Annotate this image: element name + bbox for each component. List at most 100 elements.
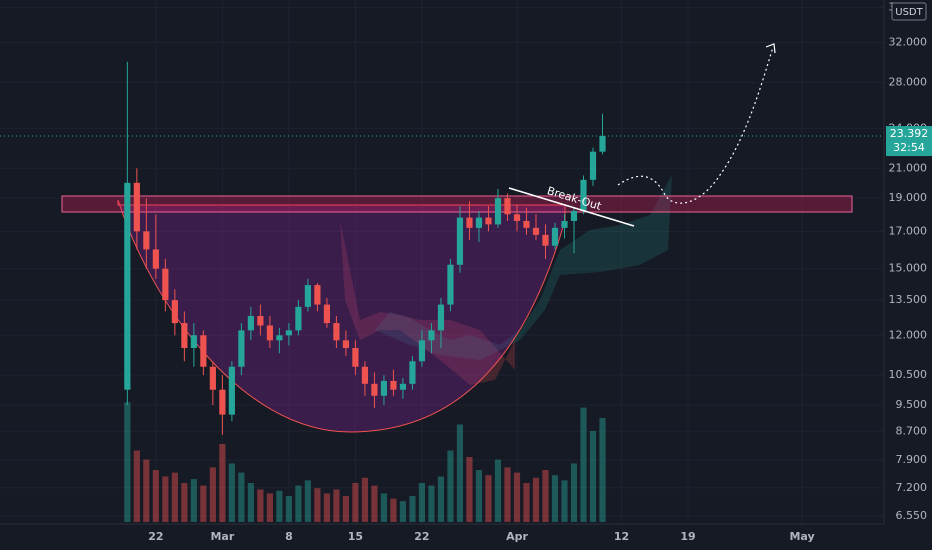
volume-bar xyxy=(209,467,216,522)
candle-body xyxy=(209,366,216,390)
y-tick-label: 32.000 xyxy=(889,36,928,49)
volume-bar xyxy=(475,470,483,522)
x-tick-label: 22 xyxy=(148,530,163,543)
candle-body xyxy=(124,182,131,390)
candle-body xyxy=(190,335,197,349)
candle-body xyxy=(152,249,159,269)
volume-bar xyxy=(361,477,369,522)
cloud-bull xyxy=(375,175,672,360)
unit-label: USDT xyxy=(895,7,923,18)
candle-body xyxy=(361,366,369,384)
y-tick-label: 9.500 xyxy=(896,398,928,411)
volume-bar xyxy=(323,493,330,522)
candle-body xyxy=(456,217,464,265)
candle-body xyxy=(133,182,140,232)
candle-body xyxy=(219,389,226,415)
volume-bar xyxy=(285,496,292,522)
volume-bar xyxy=(542,470,549,522)
volume-bar xyxy=(257,489,264,522)
volume-bar xyxy=(304,480,311,522)
volume-bar xyxy=(580,407,587,522)
candle-body xyxy=(409,361,416,384)
candle-body xyxy=(238,330,245,367)
candle-body xyxy=(475,217,483,228)
candle-body xyxy=(257,316,264,326)
candle-body xyxy=(285,330,292,336)
volume-bar xyxy=(152,470,159,522)
candle-body xyxy=(532,227,540,235)
last-price-label: 23.392 xyxy=(890,127,929,140)
volume-bar xyxy=(418,483,426,522)
x-tick-label: 12 xyxy=(614,530,629,543)
volume-bar xyxy=(162,476,169,522)
volume-bar xyxy=(504,467,511,522)
y-tick-label: 10.500 xyxy=(889,368,928,381)
y-tick-label: 7.900 xyxy=(896,453,928,466)
candle-body xyxy=(162,268,169,301)
y-tick-label: 28.000 xyxy=(889,75,928,88)
volume-bar xyxy=(599,418,606,522)
candle-body xyxy=(200,335,207,367)
x-tick-label: Mar xyxy=(210,530,234,543)
volume-bar xyxy=(238,472,245,522)
y-tick-label: 6.550 xyxy=(896,509,928,522)
candle-body xyxy=(466,217,473,228)
candle-body xyxy=(447,264,454,305)
axis-labels: 6.550 7.200 7.900 8.700 9.500 10.500 12.000 13.… xyxy=(148,0,927,543)
candle-body xyxy=(570,210,578,221)
price-axis xyxy=(884,0,932,550)
volume-bar xyxy=(314,488,321,522)
volume-bar xyxy=(513,472,521,522)
candle-body xyxy=(542,234,549,246)
volume-bar xyxy=(276,490,283,522)
volume-bar xyxy=(200,485,207,522)
candle-body xyxy=(323,304,330,324)
time-axis xyxy=(0,524,932,550)
y-tick-label: 17.000 xyxy=(889,224,928,237)
countdown: 32:54 xyxy=(893,141,925,154)
volume-bar xyxy=(428,485,435,522)
x-tick-label: Apr xyxy=(506,530,528,543)
volume-bar xyxy=(437,476,445,522)
y-tick-label: 8.700 xyxy=(896,424,928,437)
candle-body xyxy=(342,340,350,349)
volume-bar xyxy=(133,450,140,522)
volume-bar xyxy=(570,463,578,522)
candle-body xyxy=(399,383,407,390)
candle-body xyxy=(523,220,530,228)
volume-bar xyxy=(466,457,473,522)
cloud-bear xyxy=(340,220,515,385)
candle-body xyxy=(276,335,283,341)
x-tick-label: 22 xyxy=(414,530,429,543)
volume-bar xyxy=(447,450,454,522)
y-tick-label: 7.200 xyxy=(896,481,928,494)
volume-bar xyxy=(190,479,197,522)
candle-body xyxy=(228,366,235,415)
candle-body xyxy=(418,340,426,362)
volume-bar xyxy=(551,475,559,522)
volume-bar xyxy=(295,485,302,522)
volume-bar xyxy=(409,496,416,522)
x-tick-label: 19 xyxy=(680,530,695,543)
volume-bar xyxy=(390,498,397,522)
y-tick-label: 13.500 xyxy=(889,293,928,306)
candle-body xyxy=(371,383,378,396)
volume-bar xyxy=(371,485,378,522)
volume-bar xyxy=(228,463,235,522)
volume-pane xyxy=(124,402,606,522)
candle-body xyxy=(295,306,302,331)
candles xyxy=(124,61,606,435)
candle-body xyxy=(314,285,321,305)
candle-body xyxy=(485,217,492,225)
volume-bar xyxy=(399,501,407,522)
candle-body xyxy=(513,214,521,221)
volume-bar xyxy=(589,431,597,522)
y-tick-label: 15.000 xyxy=(889,262,928,275)
volume-bar xyxy=(333,489,340,522)
candle-body xyxy=(589,151,597,180)
breakout-line xyxy=(508,187,635,227)
y-tick-label: 12.000 xyxy=(889,328,928,341)
last-price-tag xyxy=(886,126,932,157)
